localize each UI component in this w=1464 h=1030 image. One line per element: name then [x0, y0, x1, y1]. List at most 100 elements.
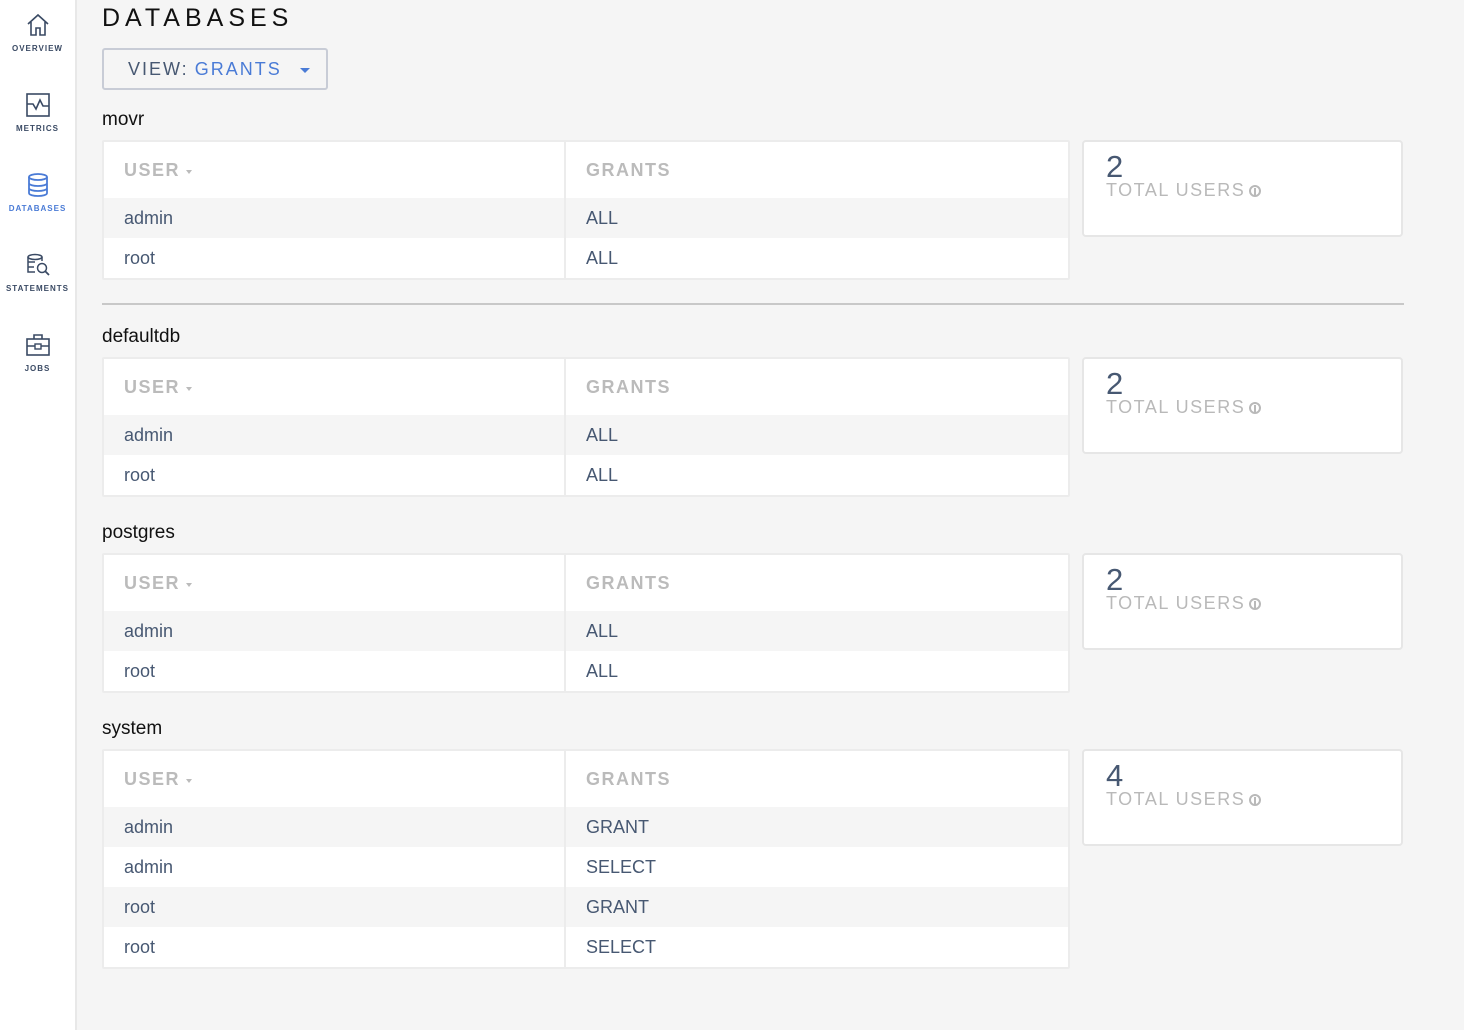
grant-cell: ALL [586, 620, 619, 641]
view-value: GRANTS [194, 59, 282, 79]
user-cell: root [104, 651, 566, 691]
grant-cell: SELECT [586, 856, 657, 877]
table-header: USER GRANTS [104, 751, 1068, 807]
table-header: USER GRANTS [104, 555, 1068, 611]
table-row: admin ALL [104, 198, 1068, 238]
view-label: VIEW: [128, 59, 189, 79]
sort-caret-icon [186, 582, 193, 587]
sidebar: OVERVIEW METRICS DATABASES STATEMENTS JO… [0, 0, 77, 1030]
user-header-label: USER [124, 768, 181, 789]
database-icon [27, 173, 48, 197]
nav-label: DATABASES [8, 204, 67, 213]
total-users-card: 2 TOTAL USERS [1082, 553, 1403, 650]
info-icon[interactable] [1249, 794, 1262, 806]
database-name: defaultdb [102, 326, 181, 347]
grants-column-header: GRANTS [586, 572, 671, 593]
grant-cell: ALL [586, 660, 619, 681]
grants-column-header: GRANTS [586, 159, 671, 180]
total-users-value: 4 [1106, 758, 1124, 793]
total-users-label: TOTAL USERS [1106, 789, 1246, 809]
total-users-card: 2 TOTAL USERS [1082, 140, 1403, 237]
caret-down-icon [299, 67, 310, 73]
table-row: root SELECT [104, 927, 1068, 967]
grants-column-header: GRANTS [586, 768, 671, 789]
grant-cell: ALL [586, 247, 619, 268]
grant-cell: ALL [586, 207, 619, 228]
table-row: admin ALL [104, 611, 1068, 651]
grants-table: USER GRANTS admin ALL root ALL [102, 553, 1070, 693]
grants-table: USER GRANTS admin ALL root ALL [102, 140, 1070, 280]
user-column-header[interactable]: USER [104, 751, 566, 807]
table-row: root GRANT [104, 887, 1068, 927]
nav-statements[interactable]: STATEMENTS [0, 252, 75, 293]
view-dropdown[interactable]: VIEW: GRANTS [102, 48, 328, 90]
grant-cell: GRANT [586, 896, 649, 917]
grants-column-header: GRANTS [586, 376, 671, 397]
metrics-icon [25, 93, 50, 117]
nav-label: METRICS [16, 124, 59, 133]
page-title: DATABASES [102, 4, 294, 32]
grant-cell: SELECT [586, 936, 657, 957]
database-section: defaultdb USER GRANTS admin ALL root ALL… [102, 326, 1404, 497]
sort-caret-icon [186, 169, 193, 174]
total-users-value: 2 [1106, 366, 1124, 401]
total-users-card: 4 TOTAL USERS [1082, 749, 1403, 846]
nav-metrics[interactable]: METRICS [0, 92, 75, 133]
table-header: USER GRANTS [104, 142, 1068, 198]
table-row: admin GRANT [104, 807, 1068, 847]
table-row: root ALL [104, 238, 1068, 278]
divider [102, 303, 1404, 305]
grants-table: USER GRANTS admin GRANT admin SELECT roo… [102, 749, 1070, 969]
nav-label: JOBS [24, 364, 51, 373]
info-icon[interactable] [1249, 598, 1262, 610]
table-row: root ALL [104, 651, 1068, 691]
user-cell: root [104, 238, 566, 278]
nav-label: OVERVIEW [12, 44, 63, 53]
database-section: postgres USER GRANTS admin ALL root ALL … [102, 522, 1404, 693]
database-name: postgres [102, 522, 175, 543]
user-header-label: USER [124, 159, 181, 180]
info-icon[interactable] [1249, 402, 1262, 414]
user-cell: root [104, 927, 566, 967]
grants-table: USER GRANTS admin ALL root ALL [102, 357, 1070, 497]
nav-label: STATEMENTS [5, 284, 70, 293]
table-row: admin ALL [104, 415, 1068, 455]
user-cell: root [104, 887, 566, 927]
info-icon[interactable] [1249, 185, 1262, 197]
grant-cell: ALL [586, 424, 619, 445]
total-users-label: TOTAL USERS [1106, 593, 1246, 613]
home-icon [26, 13, 49, 36]
user-cell: root [104, 455, 566, 495]
jobs-icon [25, 334, 50, 356]
user-column-header[interactable]: USER [104, 142, 566, 198]
user-header-label: USER [124, 376, 181, 397]
sort-caret-icon [186, 778, 193, 783]
table-header: USER GRANTS [104, 359, 1068, 415]
user-column-header[interactable]: USER [104, 555, 566, 611]
nav-overview[interactable]: OVERVIEW [0, 12, 75, 53]
total-users-label: TOTAL USERS [1106, 180, 1246, 200]
database-name: system [102, 718, 163, 739]
nav-databases[interactable]: DATABASES [0, 172, 75, 213]
user-cell: admin [104, 198, 566, 238]
total-users-value: 2 [1106, 562, 1124, 597]
statements-icon [26, 253, 50, 276]
total-users-label: TOTAL USERS [1106, 397, 1246, 417]
table-row: admin SELECT [104, 847, 1068, 887]
nav-jobs[interactable]: JOBS [0, 332, 75, 373]
grant-cell: ALL [586, 464, 619, 485]
sort-caret-icon [186, 386, 193, 391]
user-header-label: USER [124, 572, 181, 593]
database-section: movr USER GRANTS admin ALL root ALL 2 TO… [102, 109, 1404, 280]
user-cell: admin [104, 611, 566, 651]
user-cell: admin [104, 415, 566, 455]
table-row: root ALL [104, 455, 1068, 495]
total-users-value: 2 [1106, 149, 1124, 184]
user-cell: admin [104, 807, 566, 847]
database-section: system USER GRANTS admin GRANT admin SEL… [102, 718, 1404, 969]
user-column-header[interactable]: USER [104, 359, 566, 415]
total-users-card: 2 TOTAL USERS [1082, 357, 1403, 454]
grant-cell: GRANT [586, 816, 649, 837]
user-cell: admin [104, 847, 566, 887]
database-name: movr [102, 109, 145, 130]
